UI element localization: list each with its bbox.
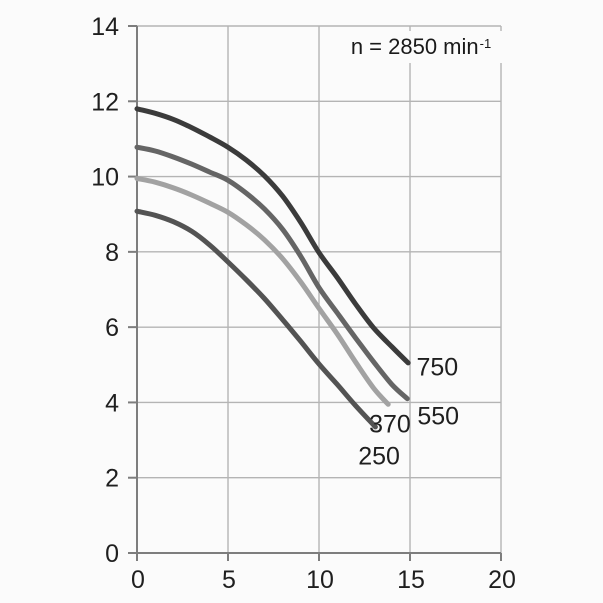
- curve-370: [134, 176, 391, 407]
- y-tick-label: 6: [105, 314, 119, 342]
- curve-550: [134, 144, 410, 402]
- x-tick-label: 15: [397, 566, 425, 594]
- curve-label-250: 250: [358, 442, 400, 471]
- x-tick-label: 20: [488, 566, 516, 594]
- speed-annotation: n = 2850 min-1: [338, 31, 504, 63]
- x-tick-label: 5: [222, 566, 236, 594]
- curve-label-750: 750: [416, 353, 459, 382]
- y-tick-label: 10: [91, 164, 119, 192]
- speed-annotation-text: n = 2850 min: [350, 34, 479, 59]
- curve-250: [134, 208, 378, 430]
- speed-annotation-exponent: -1: [479, 36, 492, 51]
- y-tick-label: 12: [91, 88, 119, 116]
- y-tick-label: 4: [105, 389, 119, 417]
- x-tick-label: 10: [306, 566, 334, 594]
- y-tick-label: 0: [105, 540, 119, 568]
- curve-750: [134, 106, 411, 366]
- x-tick-label: 0: [131, 566, 145, 594]
- y-tick-label: 8: [105, 239, 119, 267]
- y-tick-label: 2: [105, 465, 119, 493]
- curve-label-550: 550: [417, 402, 460, 431]
- curve-label-370: 370: [369, 410, 411, 439]
- y-tick-label: 14: [91, 13, 119, 41]
